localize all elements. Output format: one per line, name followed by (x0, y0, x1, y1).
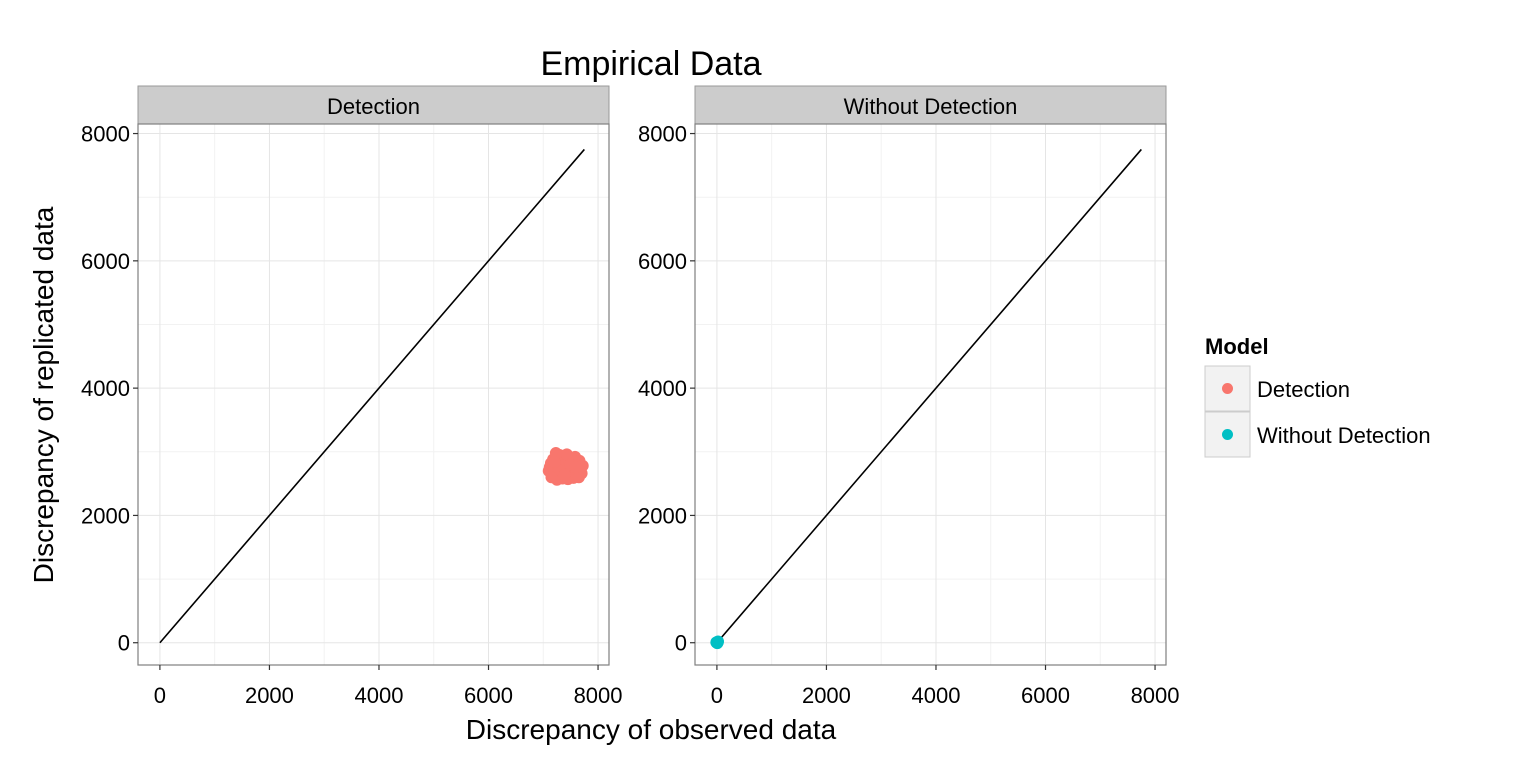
data-point (712, 635, 725, 648)
x-tick-label: 4000 (355, 683, 404, 708)
x-tick-label: 8000 (1131, 683, 1180, 708)
x-tick-label: 2000 (245, 683, 294, 708)
y-tick-label: 2000 (81, 503, 130, 528)
data-point (558, 468, 571, 481)
facet-strip-label: Detection (327, 94, 420, 119)
legend-marker (1222, 383, 1233, 394)
x-tick-label: 6000 (1021, 683, 1070, 708)
legend-title: Model (1205, 334, 1269, 359)
facet-strip (694, 85, 1167, 125)
y-tick-label: 8000 (638, 122, 687, 147)
x-tick-label: 0 (154, 683, 166, 708)
data-point (549, 447, 562, 460)
y-tick-label: 6000 (638, 249, 687, 274)
data-point (569, 461, 582, 474)
y-tick-label: 2000 (638, 503, 687, 528)
x-tick-label: 0 (711, 683, 723, 708)
x-tick-label: 8000 (574, 683, 623, 708)
data-point (560, 448, 573, 461)
y-axis-label: Discrepancy of replicated data (28, 206, 59, 583)
y-tick-label: 4000 (638, 376, 687, 401)
panel-border (137, 123, 610, 666)
x-tick-label: 2000 (802, 683, 851, 708)
x-axis-label: Discrepancy of observed data (466, 714, 837, 745)
reference-line (716, 148, 1142, 644)
y-tick-label: 0 (675, 631, 687, 656)
data-point (545, 471, 558, 484)
x-tick-label: 6000 (464, 683, 513, 708)
data-point (572, 471, 585, 484)
x-tick-label: 4000 (912, 683, 961, 708)
legend-label: Without Detection (1257, 423, 1431, 448)
panel-border (694, 123, 1167, 666)
y-tick-label: 4000 (81, 376, 130, 401)
data-point (548, 455, 561, 468)
chart-title: Empirical Data (540, 45, 761, 83)
facet-strip (137, 85, 610, 125)
legend: Model Detection Without Detection (1204, 334, 1431, 458)
y-tick-label: 6000 (81, 249, 130, 274)
legend-marker (1222, 429, 1233, 440)
legend-label: Detection (1257, 377, 1350, 402)
facet-panel-2: Without Detection 0 2000 4000 6000 8000 0 2000 4… (638, 85, 1180, 708)
y-tick-label: 0 (118, 631, 130, 656)
facet-panel-1: Detection 0 2000 4000 6000 8000 0 2000 4000 6000 8… (81, 85, 623, 708)
facet-panels: Detection 0 2000 4000 6000 8000 0 2000 4000 6000 8… (81, 85, 1180, 708)
facet-strip-label: Without Detection (844, 94, 1018, 119)
y-tick-label: 8000 (81, 122, 130, 147)
reference-line (159, 148, 585, 644)
